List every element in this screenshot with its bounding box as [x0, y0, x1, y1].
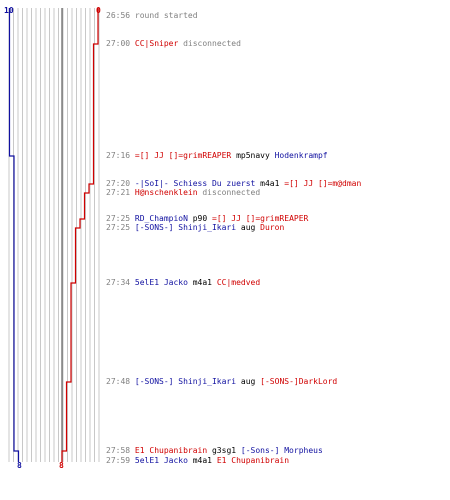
- event-row: 27:58 E1 Chupanibrain g3sg1 [-Sons-] Mor…: [106, 446, 323, 456]
- event-text: [-SONS-] Shinji_Ikari: [134, 377, 237, 386]
- event-text: =[] JJ []=m@dman: [284, 179, 362, 188]
- event-text: -|SoI|- Schiess Du zuerst: [134, 179, 256, 188]
- event-time: 26:56: [106, 11, 131, 20]
- event-text: Duron: [260, 223, 285, 232]
- event-text: p90: [187, 214, 212, 223]
- event-time: 27:34: [106, 278, 131, 287]
- event-row: 27:34 5elE1 Jacko m4a1 CC|medved: [106, 278, 260, 288]
- event-text: mp5navy: [231, 151, 275, 160]
- event-text: 5elE1 Jacko: [134, 456, 188, 465]
- event-text: round started: [134, 11, 198, 20]
- event-time: 27:58: [106, 446, 131, 455]
- event-row: 27:25 RD_ChampioN p90 =[] JJ []=grimREAP…: [106, 214, 308, 224]
- event-text: aug: [236, 223, 261, 232]
- blue-end-count: 8: [17, 461, 22, 470]
- red-team-alive-line: [61, 8, 99, 462]
- event-time: 27:25: [106, 214, 131, 223]
- event-text: m4a1: [187, 278, 217, 287]
- event-text: disconnected: [197, 188, 261, 197]
- event-text: [-SONS-] Shinji_Ikari: [134, 223, 237, 232]
- event-text: m4a1: [255, 179, 285, 188]
- event-row: 27:20 -|SoI|- Schiess Du zuerst m4a1 =[]…: [106, 179, 361, 189]
- event-time: 27:25: [106, 223, 131, 232]
- event-time: 27:16: [106, 151, 131, 160]
- event-row: 27:00 CC|Sniper disconnected: [106, 39, 241, 49]
- event-text: H@nschenklein: [134, 188, 198, 197]
- event-row: 27:16 =[] JJ []=grimREAPER mp5navy Hoden…: [106, 151, 328, 161]
- event-text: [-Sons-] Morpheus: [240, 446, 323, 455]
- event-time: 27:48: [106, 377, 131, 386]
- red-end-count: 8: [59, 461, 64, 470]
- player-gridlines: [8, 8, 100, 462]
- event-time: 27:59: [106, 456, 131, 465]
- event-text: disconnected: [178, 39, 241, 48]
- event-time: 27:20: [106, 179, 131, 188]
- event-time: 27:00: [106, 39, 131, 48]
- event-row: 26:56 round started: [106, 11, 198, 21]
- event-text: E1 Chupanibrain: [134, 446, 208, 455]
- event-row: 27:25 [-SONS-] Shinji_Ikari aug Duron: [106, 223, 284, 233]
- event-row: 27:21 H@nschenklein disconnected: [106, 188, 260, 198]
- event-text: =[] JJ []=grimREAPER: [134, 151, 232, 160]
- blue-team-alive-line: [8, 8, 20, 462]
- event-text: =[] JJ []=grimREAPER: [212, 214, 309, 223]
- event-text: CC|Sniper: [134, 39, 179, 48]
- event-row: 27:59 5elE1 Jacko m4a1 E1 Chupanibrain: [106, 456, 289, 466]
- event-text: E1 Chupanibrain: [216, 456, 290, 465]
- event-time: 27:21: [106, 188, 131, 197]
- event-text: 5elE1 Jacko: [134, 278, 188, 287]
- red-start-count: 0: [96, 6, 101, 15]
- event-text: g3sg1: [207, 446, 241, 455]
- blue-start-count: 10: [4, 6, 14, 15]
- event-row: 27:48 [-SONS-] Shinji_Ikari aug [-SONS-]…: [106, 377, 337, 387]
- event-text: Hodenkrampf: [274, 151, 328, 160]
- event-text: RD_ChampioN: [134, 214, 188, 223]
- event-text: m4a1: [187, 456, 217, 465]
- event-text: [-SONS-]DarkLord: [260, 377, 338, 386]
- event-text: aug: [236, 377, 261, 386]
- event-text: CC|medved: [216, 278, 261, 287]
